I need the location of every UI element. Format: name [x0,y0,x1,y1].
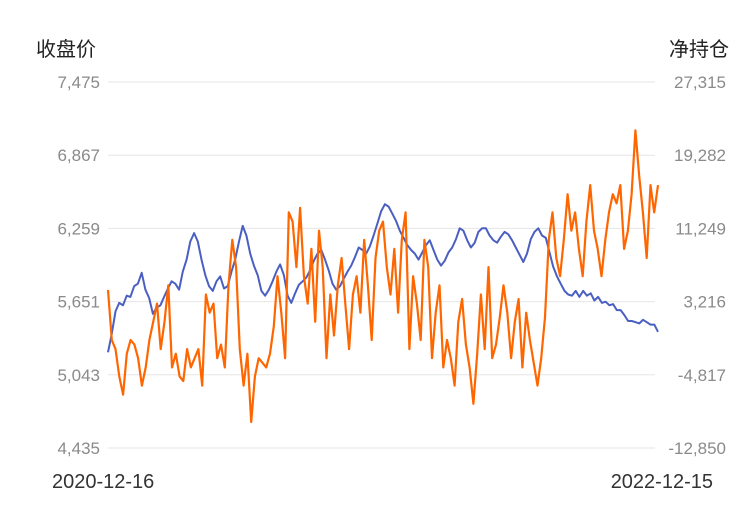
right-axis-title: 净持仓 [669,38,729,61]
right-tick-label: 11,249 [675,219,726,238]
x-end-label: 2022-12-15 [611,471,713,493]
left-axis-title: 收盘价 [36,38,96,61]
left-tick-label: 6,867 [57,146,100,165]
gridlines [108,81,655,449]
left-tick-label: 6,259 [57,219,100,238]
left-tick-label: 5,043 [57,366,100,385]
net-position-line [106,129,660,424]
x-start-label: 2020-12-16 [52,471,154,493]
left-axis-ticks: 7,475 6,867 6,259 5,651 5,043 4,435 [57,73,100,458]
right-tick-label: -12,850 [668,439,726,458]
right-tick-label: -4,817 [678,366,726,385]
left-tick-label: 5,651 [57,293,100,312]
left-tick-label: 4,435 [57,439,100,458]
right-tick-label: 27,315 [674,73,726,92]
left-tick-label: 7,475 [57,73,100,92]
series-lines [106,129,660,424]
right-axis-ticks: 27,315 19,282 11,249 3,216 -4,817 -12,850 [668,73,726,458]
right-tick-label: 19,282 [674,146,726,165]
right-tick-label: 3,216 [683,293,726,312]
close-price-line [107,203,659,353]
